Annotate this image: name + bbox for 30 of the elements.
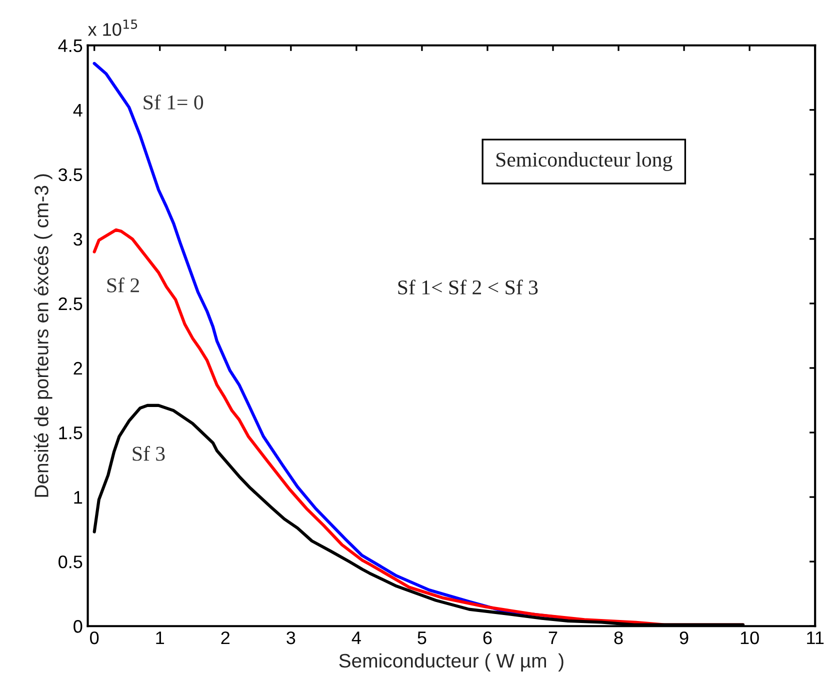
- x-tick-label: 6: [483, 631, 492, 644]
- y-tick-label: 0: [74, 620, 82, 633]
- y-tick-label: 1: [74, 491, 82, 504]
- x-tick-label: 3: [286, 631, 296, 644]
- y-tick-label: 3: [74, 232, 82, 246]
- y-tick-label: 2: [74, 362, 82, 375]
- annotation: Sf 1< Sf 2 < Sf 3: [398, 280, 538, 294]
- y-tick-label: 1.5: [59, 426, 82, 440]
- x-tick-label: 2: [221, 631, 230, 644]
- series-label: Sf 3: [132, 446, 165, 461]
- x-tick-label: 1: [156, 632, 164, 644]
- x-tick-label: 4: [352, 632, 361, 644]
- x-axis-title: Semiconducteur ( W µm ): [339, 653, 564, 672]
- annotation: Semiconducteur long: [496, 152, 672, 171]
- x-tick-label: 10: [740, 631, 759, 644]
- series-label: Sf 1= 0: [144, 94, 204, 110]
- series-label: Sf 2: [107, 278, 139, 292]
- x-tick-label: 5: [418, 632, 426, 644]
- y-tick-label: 0.5: [58, 556, 82, 568]
- x-tick-label: 11: [807, 632, 824, 644]
- x-tick-label: 9: [680, 631, 688, 644]
- x-tick-label: 8: [614, 631, 623, 644]
- y-axis-title: Densité de porteurs en éxcés ( cm-3 ): [34, 174, 52, 497]
- x-tick-label: 7: [548, 632, 558, 644]
- y-tick-label: 4: [73, 104, 82, 116]
- text: x 10$^{15}$: [88, 20, 138, 36]
- x-tick-label: 0: [90, 631, 99, 644]
- y-tick-label: 4.5: [58, 39, 82, 52]
- y-tick-label: 3.5: [58, 168, 82, 182]
- y-tick-label: 2.5: [58, 297, 82, 310]
